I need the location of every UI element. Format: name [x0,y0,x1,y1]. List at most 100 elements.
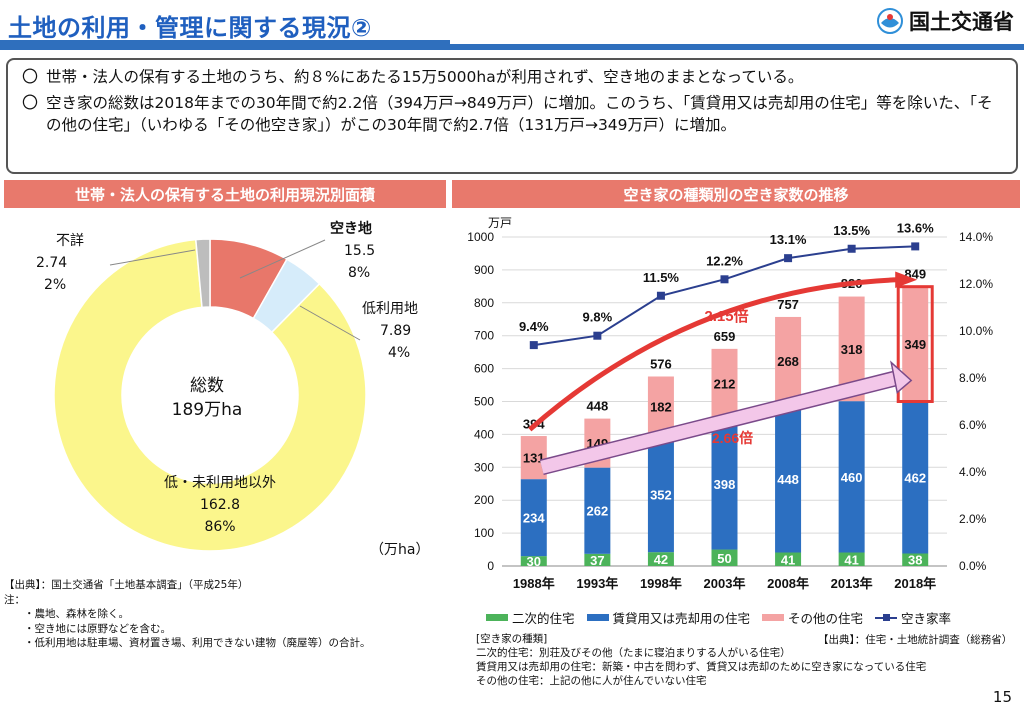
bar-value-label: 234 [523,511,545,526]
y-axis-unit: 万戸 [488,216,512,230]
ministry-logo: 国土交通省 [877,6,1014,36]
bullet-circle-icon: 〇 [22,67,39,86]
bar-value-label: 182 [650,399,672,414]
x-tick-label: 1993年 [576,576,618,591]
summary-item: 〇 空き家の総数は2018年までの30年間で約2.2倍（394万戸→849万戸）… [22,92,1002,136]
label-fusho-value: 2.74 [36,255,68,271]
y-tick-label: 500 [474,395,494,409]
x-tick-label: 2013年 [831,576,873,591]
y-tick-label: 400 [474,427,494,441]
bar-segment [902,553,929,566]
land-use-donut-chart [53,238,367,552]
vacancy-rate-label: 11.5% [643,270,680,285]
bar-total-label: 448 [587,399,609,414]
legend-item: 二次的住宅 [486,608,575,627]
legend-line-icon [875,613,898,621]
source-note: ・農地、森林を除く。 [24,608,129,620]
legend-swatch [486,614,508,621]
vacancy-rate-point [593,331,602,340]
vacancy-rate-label: 12.2% [706,253,743,268]
summary-item: 〇 世帯・法人の保有する土地のうち、約８%にあたる15万5000haが利用されず… [22,66,1002,88]
label-akichi-name: 空き地 [330,221,372,237]
y-tick-label: 600 [474,362,494,376]
y-tick-label: 900 [474,263,494,277]
bar-segment [520,479,547,557]
vacancy-source: 【出典】：住宅・土地統計調査（総務省） [818,634,1013,646]
y2-tick-label: 10.0% [959,324,993,338]
red-trend-arrow [528,277,898,432]
pink-arrowhead-icon [890,360,913,394]
source-note: ・空き地には原野などを含む。 [24,622,171,635]
bar-value-label: 38 [908,553,922,568]
x-tick-label: 1988年 [513,576,555,591]
bar-segment [647,376,674,437]
donut-center-total: 189万ha [171,400,243,420]
bar-segment [902,401,929,554]
bar-value-label: 318 [841,342,863,357]
y2-tick-label: 14.0% [959,230,993,244]
y2-tick-label: 0.0% [959,559,987,573]
bar-segment [520,556,547,566]
bar-value-label: 462 [904,470,926,485]
vacancy-rate-label: 13.1% [770,232,807,247]
bar-value-label: 460 [841,470,863,485]
vacancy-rate-point [656,291,665,300]
label-other: 低・未利用地以外 162.8 86% [140,472,300,538]
bar-segment [520,436,547,480]
bar-segment [584,467,611,554]
chart-legend: 二次的住宅 賃貸用又は売却用の住宅 その他の住宅 空き家率 [486,608,951,627]
pink-trend-arrow [540,372,897,474]
label-akichi: 空き地 15.5 8% [330,218,375,284]
vacancy-rate-point [720,275,729,284]
leader-line [109,249,196,266]
y-tick-label: 1000 [467,230,494,244]
title-rule [0,44,1024,50]
donut-center-label: 総数 189万ha [147,374,267,422]
legend-label: 二次的住宅 [512,611,575,626]
bar-value-label: 212 [714,377,736,392]
page-title: 土地の利用・管理に関する現況② [8,14,372,42]
title-underline [0,40,450,44]
legend-label: その他の住宅 [788,611,864,626]
bar-total-label: 757 [777,297,799,312]
vacancy-rate-point [847,244,856,253]
summary-text: 空き家の総数は2018年までの30年間で約2.2倍（394万戸→849万戸）に増… [46,94,993,134]
vacancy-rate-point [911,242,920,251]
label-fusho-pct: 2% [44,277,67,293]
x-tick-label: 1998年 [640,576,682,591]
land-use-chart-title: 世帯・法人の保有する土地の利用現況別面積 [4,180,446,208]
legend-swatch [762,614,785,621]
bar-value-label: 398 [714,477,736,492]
vacancy-rate-label: 9.8% [583,310,613,325]
y-tick-label: 100 [474,526,494,540]
donut-unit: （万ha） [370,542,430,558]
label-teiriyo-value: 7.89 [380,323,412,339]
bar-value-label: 30 [527,554,541,569]
bar-segment [711,348,738,419]
y2-tick-label: 12.0% [959,277,993,291]
vacancy-types-notes: [空き家の種類] 二次的住宅：別荘及びその他（たまに寝泊まりする人がいる住宅） … [476,632,926,688]
summary-text: 世帯・法人の保有する土地のうち、約８%にあたる15万5000haが利用されず、空… [46,68,804,86]
bar-value-label: 131 [523,451,545,466]
vacancy-rate-point [529,341,538,350]
y-tick-label: 800 [474,296,494,310]
legend-item: 賃貸用又は売却用の住宅 [586,608,751,627]
highlight-box [896,285,934,403]
legend-label: 賃貸用又は売却用の住宅 [612,611,751,626]
y2-tick-label: 4.0% [959,465,987,479]
source-line: 【出典】：国土交通省「土地基本調査」（平成25年） [4,579,249,591]
label-teiriyo: 低利用地 7.89 4% [362,298,418,364]
y-tick-label: 200 [474,493,494,507]
ratio-annotation: 2.15倍 [704,307,748,325]
x-tick-label: 2008年 [767,576,809,591]
vacancy-stacked-bar-chart: 0 100 200 300 400 500 600 700 800 900 1000 0.0% 2.0%… [467,216,993,591]
bar-segment [775,316,802,406]
bar-value-label: 50 [717,551,731,566]
source-line: 注： [4,593,25,606]
bar-segment [775,552,802,566]
bar-segment [838,552,865,566]
bullet-circle-icon: 〇 [22,93,39,112]
summary-box: 〇 世帯・法人の保有する土地のうち、約８%にあたる15万5000haが利用されず… [6,58,1018,174]
ministry-emblem-icon [877,8,903,34]
ministry-name: 国土交通省 [909,10,1014,34]
